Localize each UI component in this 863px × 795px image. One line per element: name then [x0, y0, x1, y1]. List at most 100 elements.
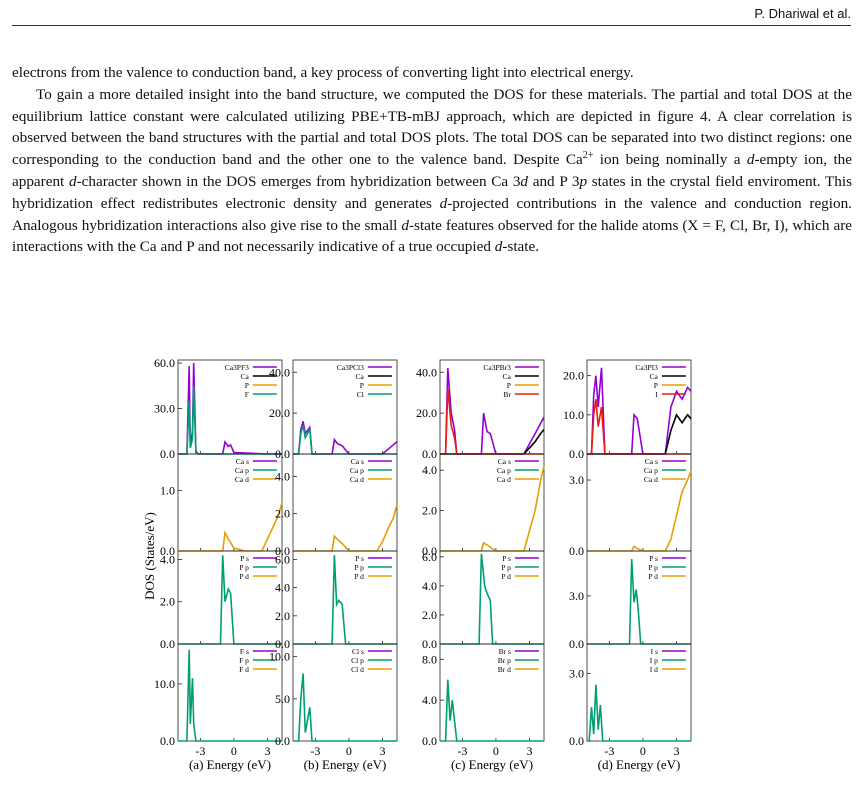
x-axis-label: (b) Energy (eV)	[304, 757, 387, 772]
legend-label: Cl p	[351, 656, 364, 665]
series-i-p	[587, 684, 691, 742]
y-tick-label: 0.0	[422, 637, 437, 651]
y-tick-label: 4.0	[422, 463, 437, 477]
legend-label: Br p	[498, 656, 511, 665]
y-tick-label: 2.0	[275, 507, 290, 521]
series-ca3pcl3	[293, 421, 398, 455]
legend-label: Br s	[499, 647, 511, 656]
legend-label: F	[245, 390, 249, 399]
y-tick-label: 0.0	[275, 544, 290, 558]
y-tick-label: 10.0	[563, 408, 584, 422]
series-f-p	[178, 649, 282, 742]
series-p-p	[440, 553, 544, 645]
y-tick-label: 6.0	[422, 550, 437, 564]
panel-frame	[177, 453, 283, 552]
series-br-p	[440, 679, 544, 742]
legend-label: Br	[503, 390, 511, 399]
header-rule	[12, 25, 851, 26]
x-tick-label: 0	[231, 744, 237, 758]
legend-label: P s	[355, 554, 364, 563]
y-tick-label: 10.0	[154, 677, 175, 691]
legend-label: P	[654, 381, 658, 390]
series-cl	[293, 425, 397, 455]
legend-label: Ca s	[645, 457, 658, 466]
y-tick-label: 4.0	[275, 469, 290, 483]
x-tick-label: -3	[604, 744, 614, 758]
legend-label: Ca s	[498, 457, 511, 466]
panel-frame	[292, 643, 398, 742]
y-tick-label: 0.0	[569, 734, 584, 748]
legend-label: Br d	[498, 665, 511, 674]
series-p-p	[587, 558, 691, 645]
series-cl-p	[293, 673, 397, 742]
legend-label: Ca	[503, 372, 512, 381]
legend-label: Ca	[241, 372, 250, 381]
panel-frame	[292, 359, 398, 455]
y-tick-label: 0.0	[160, 447, 175, 461]
y-tick-label: 0.0	[422, 447, 437, 461]
y-tick-label: 0.0	[275, 447, 290, 461]
y-tick-label: 20.0	[416, 406, 437, 420]
series-i	[587, 399, 691, 455]
panel-frame	[586, 453, 692, 552]
legend-label: Ca p	[644, 466, 658, 475]
legend-label: Ca p	[497, 466, 511, 475]
x-tick-label: 0	[346, 744, 352, 758]
legend-label: P d	[501, 572, 511, 581]
series-p-p	[178, 555, 282, 645]
series-ca-d	[587, 470, 692, 552]
y-tick-label: 60.0	[154, 356, 175, 370]
legend-label: P	[360, 381, 364, 390]
y-tick-label: 0.0	[160, 544, 175, 558]
x-axis-label: (a) Energy (eV)	[189, 757, 271, 772]
y-tick-label: 0.0	[569, 637, 584, 651]
panel-frame	[177, 550, 283, 645]
y-tick-label: 0.0	[275, 637, 290, 651]
series-ca-d	[178, 502, 283, 552]
paragraph-2: To gain a more detailed insight into the…	[12, 85, 853, 256]
x-tick-label: 3	[673, 744, 679, 758]
running-author: P. Dhariwal et al.	[754, 6, 851, 21]
legend-label: P	[507, 381, 511, 390]
y-tick-label: 2.0	[275, 609, 290, 623]
series-ca3pbr3	[440, 368, 545, 455]
legend-label: Cl d	[351, 665, 364, 674]
legend-label: Ca d	[235, 475, 249, 484]
legend-label: Ca p	[350, 466, 364, 475]
legend-label: Ca3PI3	[635, 363, 658, 372]
legend-label: Ca	[650, 372, 659, 381]
y-tick-label: 2.0	[422, 608, 437, 622]
series-f	[178, 385, 282, 455]
y-tick-label: 0.0	[422, 734, 437, 748]
legend-label: F d	[239, 665, 249, 674]
page-header: P. Dhariwal et al.	[0, 0, 863, 30]
y-tick-label: 4.0	[275, 581, 290, 595]
x-tick-label: 0	[493, 744, 499, 758]
legend-label: F s	[240, 647, 249, 656]
y-tick-label: 0.0	[569, 544, 584, 558]
y-tick-label: 0.0	[422, 544, 437, 558]
dos-figure-svg: DOS (States/eV) 0.030.060.0 Ca3PF3CaPF0.0…	[142, 356, 692, 772]
legend-label: I s	[651, 647, 658, 656]
y-tick-label: 1.0	[160, 483, 175, 497]
y-tick-label: 5.0	[275, 692, 290, 706]
x-tick-label: 3	[379, 744, 385, 758]
legend-label: Ca3PBr3	[483, 363, 511, 372]
y-tick-label: 3.0	[569, 666, 584, 680]
legend-label: P p	[354, 563, 364, 572]
legend-label: Ca	[356, 372, 365, 381]
x-axis-label: (d) Energy (eV)	[598, 757, 681, 772]
legend-label: Ca3PCl3	[337, 363, 364, 372]
y-tick-label: 0.0	[160, 637, 175, 651]
legend-label: P p	[501, 563, 511, 572]
y-tick-label: 0.0	[569, 447, 584, 461]
x-tick-label: -3	[457, 744, 467, 758]
x-tick-label: 3	[526, 744, 532, 758]
panel-frame	[292, 453, 398, 552]
body-text: electrons from the valence to conduction…	[12, 62, 852, 258]
y-tick-label: 0.0	[160, 734, 175, 748]
y-tick-label: 2.0	[422, 504, 437, 518]
dos-ylabel: DOS (States/eV)	[142, 512, 157, 600]
legend-label: Ca p	[235, 466, 249, 475]
legend-label: P d	[648, 572, 658, 581]
